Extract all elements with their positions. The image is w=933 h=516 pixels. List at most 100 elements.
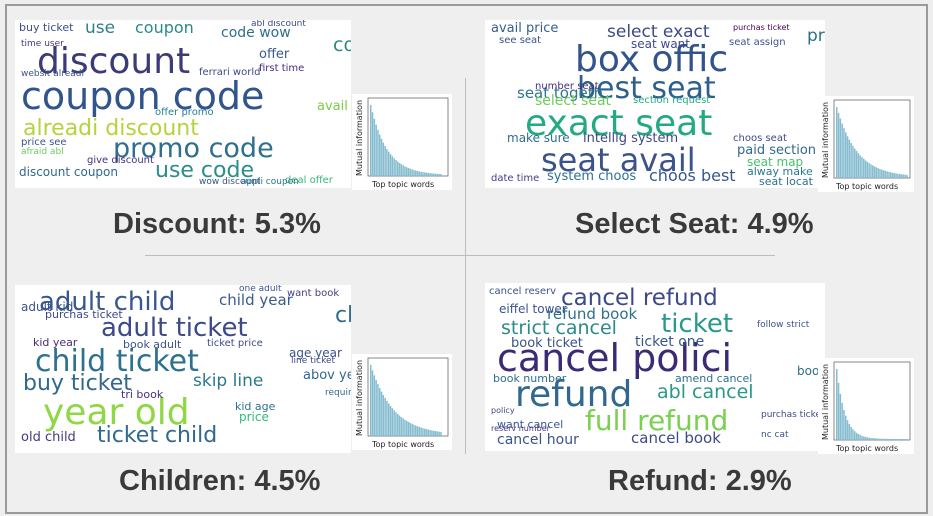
word: child year xyxy=(219,291,293,309)
mi-chart-svg: Mutual information Top topic words xyxy=(355,357,449,449)
mi-bar xyxy=(848,139,851,178)
mi-bar xyxy=(891,172,894,178)
mi-chart-children: Mutual information Top topic words xyxy=(352,354,452,450)
mi-bar xyxy=(402,165,404,176)
word: abl discount xyxy=(251,20,306,29)
word: one adult xyxy=(239,285,282,294)
mi-bar xyxy=(836,369,838,440)
mi-bar xyxy=(434,431,437,436)
mi-bar xyxy=(411,423,413,436)
mi-bar xyxy=(904,174,906,178)
mi-bar xyxy=(416,170,419,176)
mi-bar xyxy=(425,172,428,176)
word: coupon code xyxy=(21,74,265,118)
word: adult ticket xyxy=(101,313,248,343)
word: reserv number xyxy=(491,424,550,433)
word: websit alreadi xyxy=(21,69,84,79)
mi-chart-ylabel: Mutual information xyxy=(821,364,830,440)
word: price xyxy=(239,410,269,424)
word: year old xyxy=(43,392,190,433)
mi-bar xyxy=(854,431,856,440)
mi-bar xyxy=(872,165,874,178)
mi-bar xyxy=(859,434,861,440)
mi-bar xyxy=(841,123,843,178)
mi-bar xyxy=(393,410,395,436)
mi-bar xyxy=(873,438,876,440)
word-cloud-discount: discount coupon code alreadi discount pr… xyxy=(15,20,351,188)
mi-chart-xlabel: Top topic words xyxy=(835,444,898,453)
word: use xyxy=(85,20,116,38)
word: select seat xyxy=(535,93,612,109)
word: discount coupon xyxy=(19,165,118,179)
word: cancel refund xyxy=(561,285,718,311)
mi-bar xyxy=(370,365,372,436)
mi-bar xyxy=(906,438,908,440)
word: appli coupon xyxy=(241,177,299,187)
mi-bar xyxy=(434,173,437,176)
mi-bar xyxy=(866,437,869,440)
word: discount xyxy=(37,41,191,82)
mi-bar xyxy=(841,402,843,440)
mi-bar xyxy=(391,408,394,436)
mi-bar xyxy=(373,375,376,436)
mi-bar xyxy=(397,413,399,436)
mi-bar xyxy=(379,134,381,176)
word: give discount xyxy=(87,155,154,166)
word: tri book xyxy=(121,388,164,401)
word: wow discount xyxy=(199,177,261,187)
mi-bar xyxy=(895,438,897,440)
panel-caption-children: Children: 4.5% xyxy=(119,465,321,497)
mi-bar xyxy=(384,398,386,436)
mi-chart-discount: Mutual information Top topic words xyxy=(352,94,452,190)
word: requir ticket xyxy=(325,388,351,398)
word: exact seat xyxy=(525,103,713,144)
word: want book xyxy=(287,288,340,299)
word: book ticket xyxy=(511,336,583,351)
word: seat avail xyxy=(541,141,696,179)
mi-chart-ylabel: Mutual information xyxy=(355,360,364,436)
mi-bar xyxy=(377,384,379,436)
mi-bar xyxy=(380,391,383,436)
word: select exact xyxy=(607,22,710,42)
mi-bar xyxy=(371,370,374,436)
mi-bar xyxy=(398,162,401,176)
mi-bar xyxy=(850,142,852,178)
word: adult child xyxy=(39,287,176,317)
word: date time xyxy=(491,173,540,184)
mi-bar xyxy=(888,438,890,440)
word: purchas ticket xyxy=(733,23,790,32)
mi-bar xyxy=(395,412,397,436)
word: intellig system xyxy=(583,131,679,146)
mi-bar xyxy=(881,438,883,440)
mi-bar xyxy=(407,421,410,436)
mi-bar xyxy=(386,400,388,436)
word: seat want xyxy=(631,37,690,51)
word-cloud-select-seat: box offic best seat exact seat seat avai… xyxy=(485,20,825,188)
mi-bar xyxy=(413,424,415,436)
mi-bar xyxy=(872,438,874,440)
mi-bar xyxy=(857,434,860,440)
mi-bar xyxy=(836,107,838,178)
mi-bar xyxy=(864,436,867,440)
mi-bar xyxy=(886,171,888,178)
mi-bar xyxy=(440,431,442,436)
mi-bar xyxy=(400,164,403,176)
word: section request xyxy=(633,95,711,106)
mi-bar xyxy=(900,174,903,178)
word: deal offer xyxy=(285,175,333,186)
word: price see xyxy=(21,137,67,148)
mi-bar xyxy=(875,438,878,440)
mi-bar xyxy=(436,173,439,176)
mi-chart-bars xyxy=(370,105,442,176)
word: follow strict xyxy=(757,320,810,330)
mi-bar xyxy=(427,172,430,176)
mi-bar xyxy=(897,438,899,440)
mi-bar xyxy=(438,173,440,176)
mi-bar xyxy=(846,420,849,440)
mi-bar xyxy=(431,173,433,176)
word: choos seat xyxy=(733,133,787,144)
mi-bar xyxy=(884,438,887,440)
mi-chart-refund: Mutual information Top topic words xyxy=(818,358,914,454)
panel-caption-select-seat: Select Seat: 4.9% xyxy=(575,208,814,240)
mi-bar xyxy=(839,393,842,440)
